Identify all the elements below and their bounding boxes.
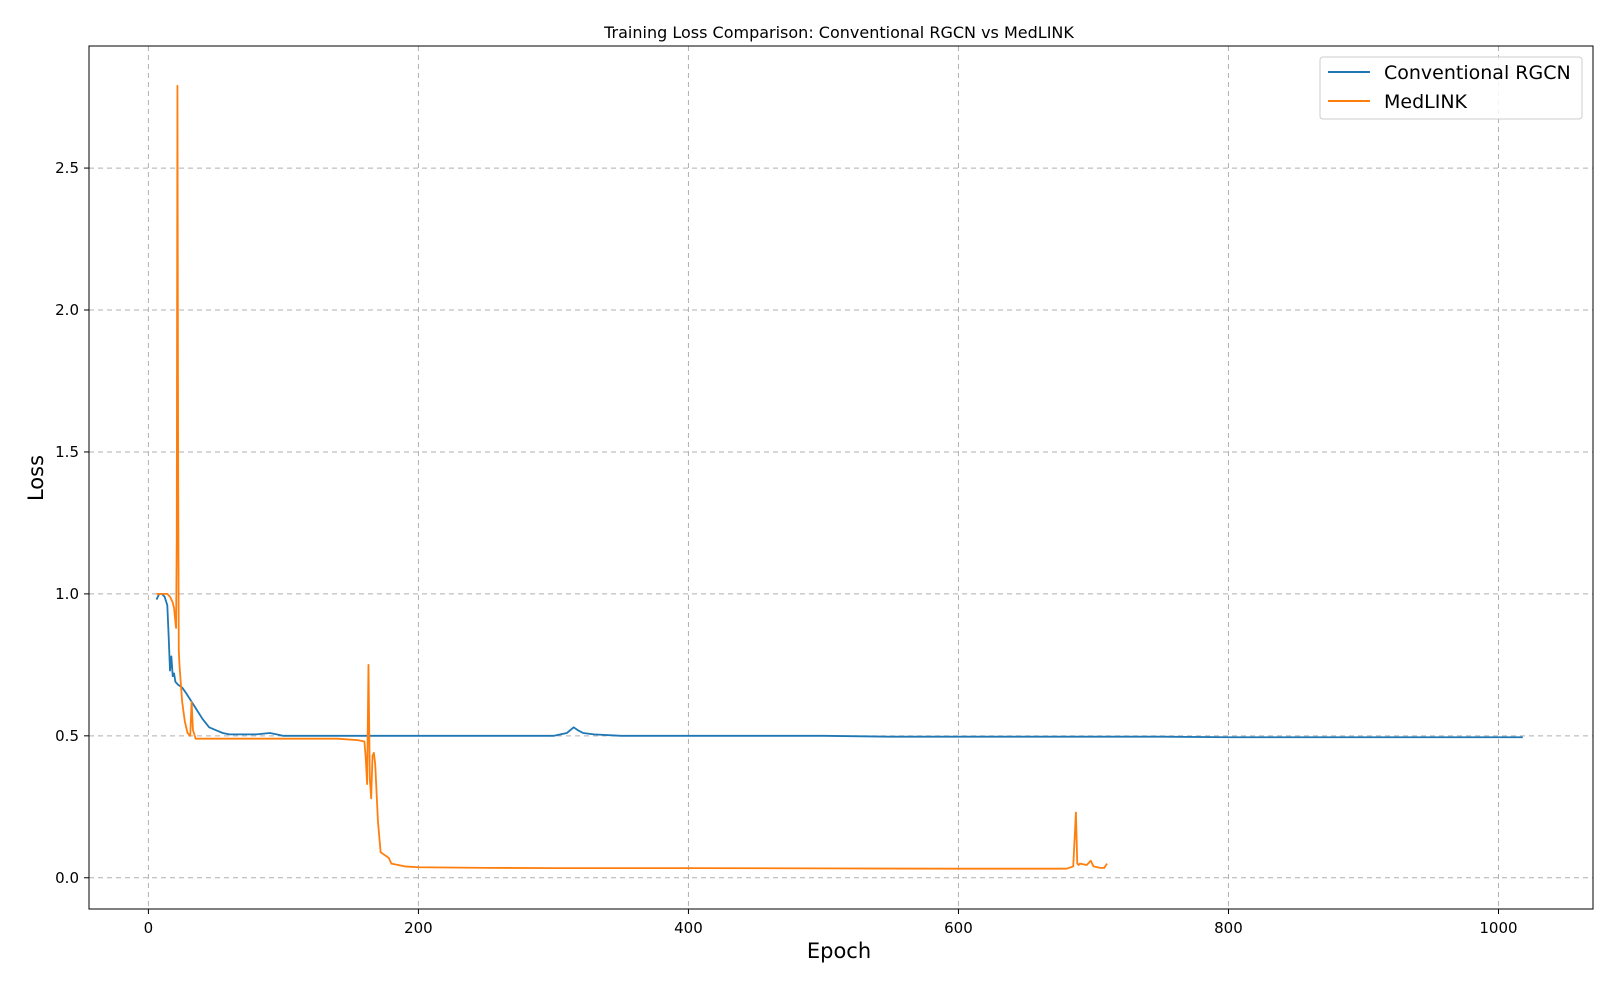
y-tick-label: 1.5 <box>55 443 79 461</box>
x-tick-label: 1000 <box>1479 919 1517 937</box>
grid <box>89 46 1593 909</box>
x-tick-label: 0 <box>144 919 154 937</box>
x-axis-title: Epoch <box>807 939 871 963</box>
plot-frame <box>88 45 1594 910</box>
x-tick-label: 200 <box>404 919 433 937</box>
legend-box <box>1319 56 1583 120</box>
series-layer <box>155 84 1523 870</box>
y-axis: 0.0 0.5 1.0 1.5 2.0 2.5 <box>55 159 89 887</box>
x-tick-label: 400 <box>674 919 703 937</box>
legend-label-medlink: MedLINK <box>1384 91 1468 113</box>
chart-title: Training Loss Comparison: Conventional R… <box>603 23 1074 42</box>
y-axis-title: Loss <box>24 455 48 501</box>
x-axis: 0 200 400 600 800 1000 <box>144 909 1518 937</box>
legend: Conventional RGCN MedLINK <box>1319 56 1583 120</box>
series-line-medlink <box>156 84 1108 870</box>
y-tick-label: 0.5 <box>55 727 79 745</box>
x-tick-label: 600 <box>944 919 973 937</box>
y-tick-label: 0.0 <box>55 869 79 887</box>
y-tick-label: 2.0 <box>55 301 79 319</box>
series-line-conventional-rgcn <box>155 592 1523 739</box>
y-tick-label: 1.0 <box>55 585 79 603</box>
y-tick-label: 2.5 <box>55 159 79 177</box>
legend-label-conventional-rgcn: Conventional RGCN <box>1384 62 1571 84</box>
x-tick-label: 800 <box>1214 919 1243 937</box>
